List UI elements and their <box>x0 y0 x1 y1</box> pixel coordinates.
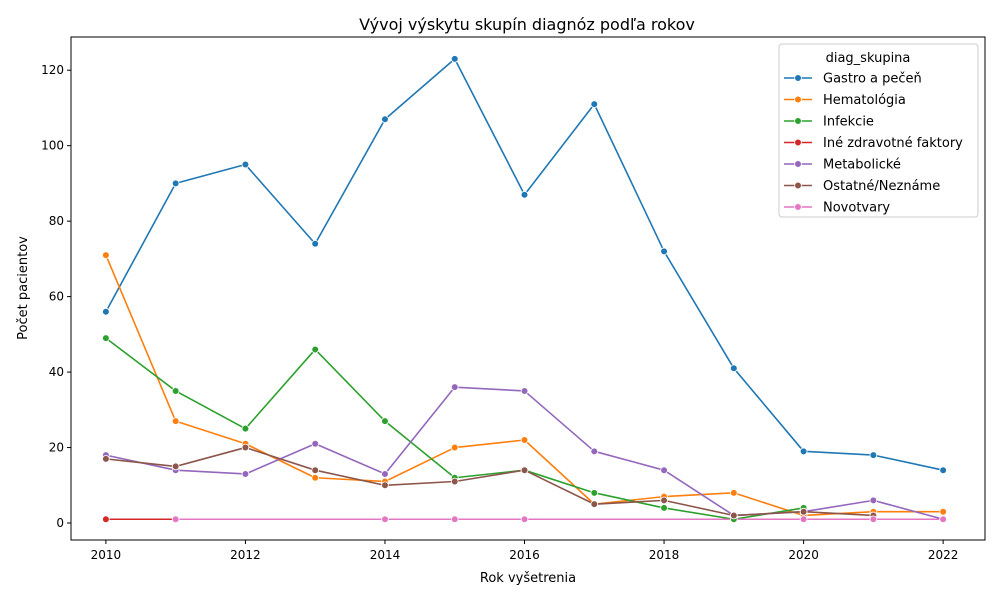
data-point-ostatne-nezname <box>171 462 180 471</box>
data-point-ostatne-nezname <box>590 500 599 508</box>
legend-marker-metabolicke <box>794 160 802 168</box>
legend-marker-ine-zdravotne-faktory <box>794 138 802 147</box>
legend-box <box>778 43 979 218</box>
data-point-metabolicke <box>520 387 529 395</box>
data-point-gastro-a-pecen <box>520 190 529 199</box>
data-point-gastro-a-pecen <box>311 239 319 248</box>
data-point-infekcie <box>241 424 250 433</box>
x-tick-label: 2020 <box>788 548 819 562</box>
data-point-metabolicke <box>869 496 878 505</box>
legend-label-infekcie: Infekcie <box>823 115 874 130</box>
data-point-novotvary <box>869 515 878 524</box>
plot-frame <box>70 36 986 541</box>
data-point-metabolicke <box>660 466 668 474</box>
data-point-hematologia <box>730 489 738 497</box>
data-point-gastro-a-pecen <box>102 307 110 316</box>
legend: diag_skupina Gastro a pečeň Hematológia In… <box>778 43 979 218</box>
x-tick-label: 2014 <box>370 548 401 562</box>
data-point-novotvary <box>799 515 808 524</box>
x-tick-label: 2022 <box>928 548 959 562</box>
data-point-gastro-a-pecen <box>869 451 878 459</box>
data-point-infekcie <box>171 387 180 395</box>
data-point-infekcie <box>381 417 389 425</box>
data-point-gastro-a-pecen <box>590 100 599 108</box>
legend-label-metabolicke: Metabolické <box>823 158 901 173</box>
legend-marker-gastro-a-pecen <box>794 74 802 82</box>
data-point-hematologia <box>311 473 319 482</box>
legend-items: Gastro a pečeň Hematológia Infekcie Iné zdr… <box>784 72 963 216</box>
data-point-ine-zdravotne-faktory <box>102 515 110 524</box>
data-point-ostatne-nezname <box>660 496 668 505</box>
y-axis: 0 20 40 60 80 100 120 <box>41 63 71 530</box>
legend-marker-ostatne-nezname <box>794 181 802 190</box>
y-tick-label: 20 <box>49 441 64 455</box>
data-point-ostatne-nezname <box>241 443 250 452</box>
data-point-gastro-a-pecen <box>171 179 180 188</box>
data-point-infekcie <box>311 345 319 354</box>
data-point-metabolicke <box>311 439 319 448</box>
data-point-novotvary <box>939 515 947 524</box>
x-axis: 2010 2012 2014 2016 2018 2020 2022 <box>91 540 959 562</box>
data-point-gastro-a-pecen <box>730 364 738 373</box>
y-tick-label: 100 <box>41 139 64 153</box>
data-point-hematologia <box>171 417 180 425</box>
y-tick-label: 120 <box>41 63 64 77</box>
data-point-novotvary <box>381 515 389 524</box>
data-point-novotvary <box>520 515 529 524</box>
data-point-ostatne-nezname <box>311 466 319 474</box>
data-point-gastro-a-pecen <box>450 55 459 63</box>
data-point-infekcie <box>102 334 110 342</box>
series-line-ostatne-nezname <box>105 446 875 517</box>
x-tick-label: 2010 <box>91 548 122 562</box>
legend-label-novotvary: Novotvary <box>823 201 890 216</box>
data-point-metabolicke <box>241 470 250 478</box>
y-tick-label: 60 <box>49 290 64 304</box>
data-point-hematologia <box>520 436 529 444</box>
data-point-novotvary <box>171 515 180 524</box>
data-point-gastro-a-pecen <box>939 466 947 474</box>
legend-label-gastro-a-pecen: Gastro a pečeň <box>823 72 922 87</box>
legend-title: diag_skupina <box>826 51 911 66</box>
x-tick-label: 2012 <box>230 548 261 562</box>
data-point-metabolicke <box>381 470 389 478</box>
data-point-hematologia <box>939 507 947 516</box>
series-points <box>102 55 947 524</box>
data-point-hematologia <box>102 251 110 259</box>
legend-label-ostatne-nezname: Ostatné/Neznáme <box>823 179 940 194</box>
legend-label-ine-zdravotne-faktory: Iné zdravotné faktory <box>823 136 963 151</box>
data-point-ostatne-nezname <box>799 507 808 516</box>
x-tick-label: 2016 <box>509 548 540 562</box>
y-tick-label: 80 <box>49 214 64 228</box>
data-point-gastro-a-pecen <box>660 247 668 256</box>
data-point-gastro-a-pecen <box>799 447 808 456</box>
y-tick-label: 40 <box>49 365 64 379</box>
data-point-ostatne-nezname <box>450 477 459 486</box>
data-point-ostatne-nezname <box>520 466 529 474</box>
data-point-metabolicke <box>590 447 599 456</box>
data-point-gastro-a-pecen <box>381 115 389 124</box>
data-point-ostatne-nezname <box>730 511 738 520</box>
legend-marker-infekcie <box>794 117 802 125</box>
data-point-ostatne-nezname <box>102 455 110 463</box>
data-point-ostatne-nezname <box>381 481 389 490</box>
data-point-gastro-a-pecen <box>241 160 250 169</box>
legend-label-hematologia: Hematológia <box>823 93 906 108</box>
data-point-novotvary <box>450 515 459 524</box>
x-tick-label: 2018 <box>649 548 680 562</box>
legend-marker-hematologia <box>794 95 802 104</box>
y-tick-label: 0 <box>56 516 64 530</box>
chart-title: Vývoj výskytu skupín diagnóz podľa rokov <box>359 15 695 34</box>
legend-marker-novotvary <box>794 203 802 211</box>
data-point-infekcie <box>660 504 668 512</box>
data-point-hematologia <box>450 443 459 452</box>
data-point-metabolicke <box>450 383 459 391</box>
x-axis-label: Rok vyšetrenia <box>480 571 576 586</box>
y-axis-label: Počet pacientov <box>16 236 31 340</box>
data-point-infekcie <box>590 489 599 497</box>
